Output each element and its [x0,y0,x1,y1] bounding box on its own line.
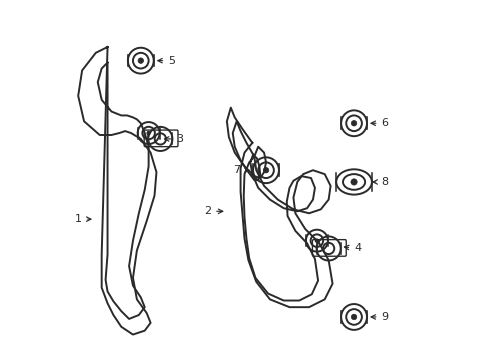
Circle shape [138,58,143,63]
Circle shape [350,121,356,126]
Text: 5: 5 [158,56,175,66]
Circle shape [350,314,356,320]
Text: 4: 4 [344,243,361,253]
Circle shape [263,167,268,173]
Circle shape [314,238,319,243]
Circle shape [350,179,356,185]
Circle shape [146,131,150,135]
Text: 6: 6 [370,118,387,128]
Text: 7: 7 [233,165,248,175]
Text: 2: 2 [203,206,223,216]
Text: 1: 1 [75,214,91,224]
Text: 8: 8 [372,177,388,187]
Text: 9: 9 [370,312,388,322]
Text: 3: 3 [164,134,183,144]
